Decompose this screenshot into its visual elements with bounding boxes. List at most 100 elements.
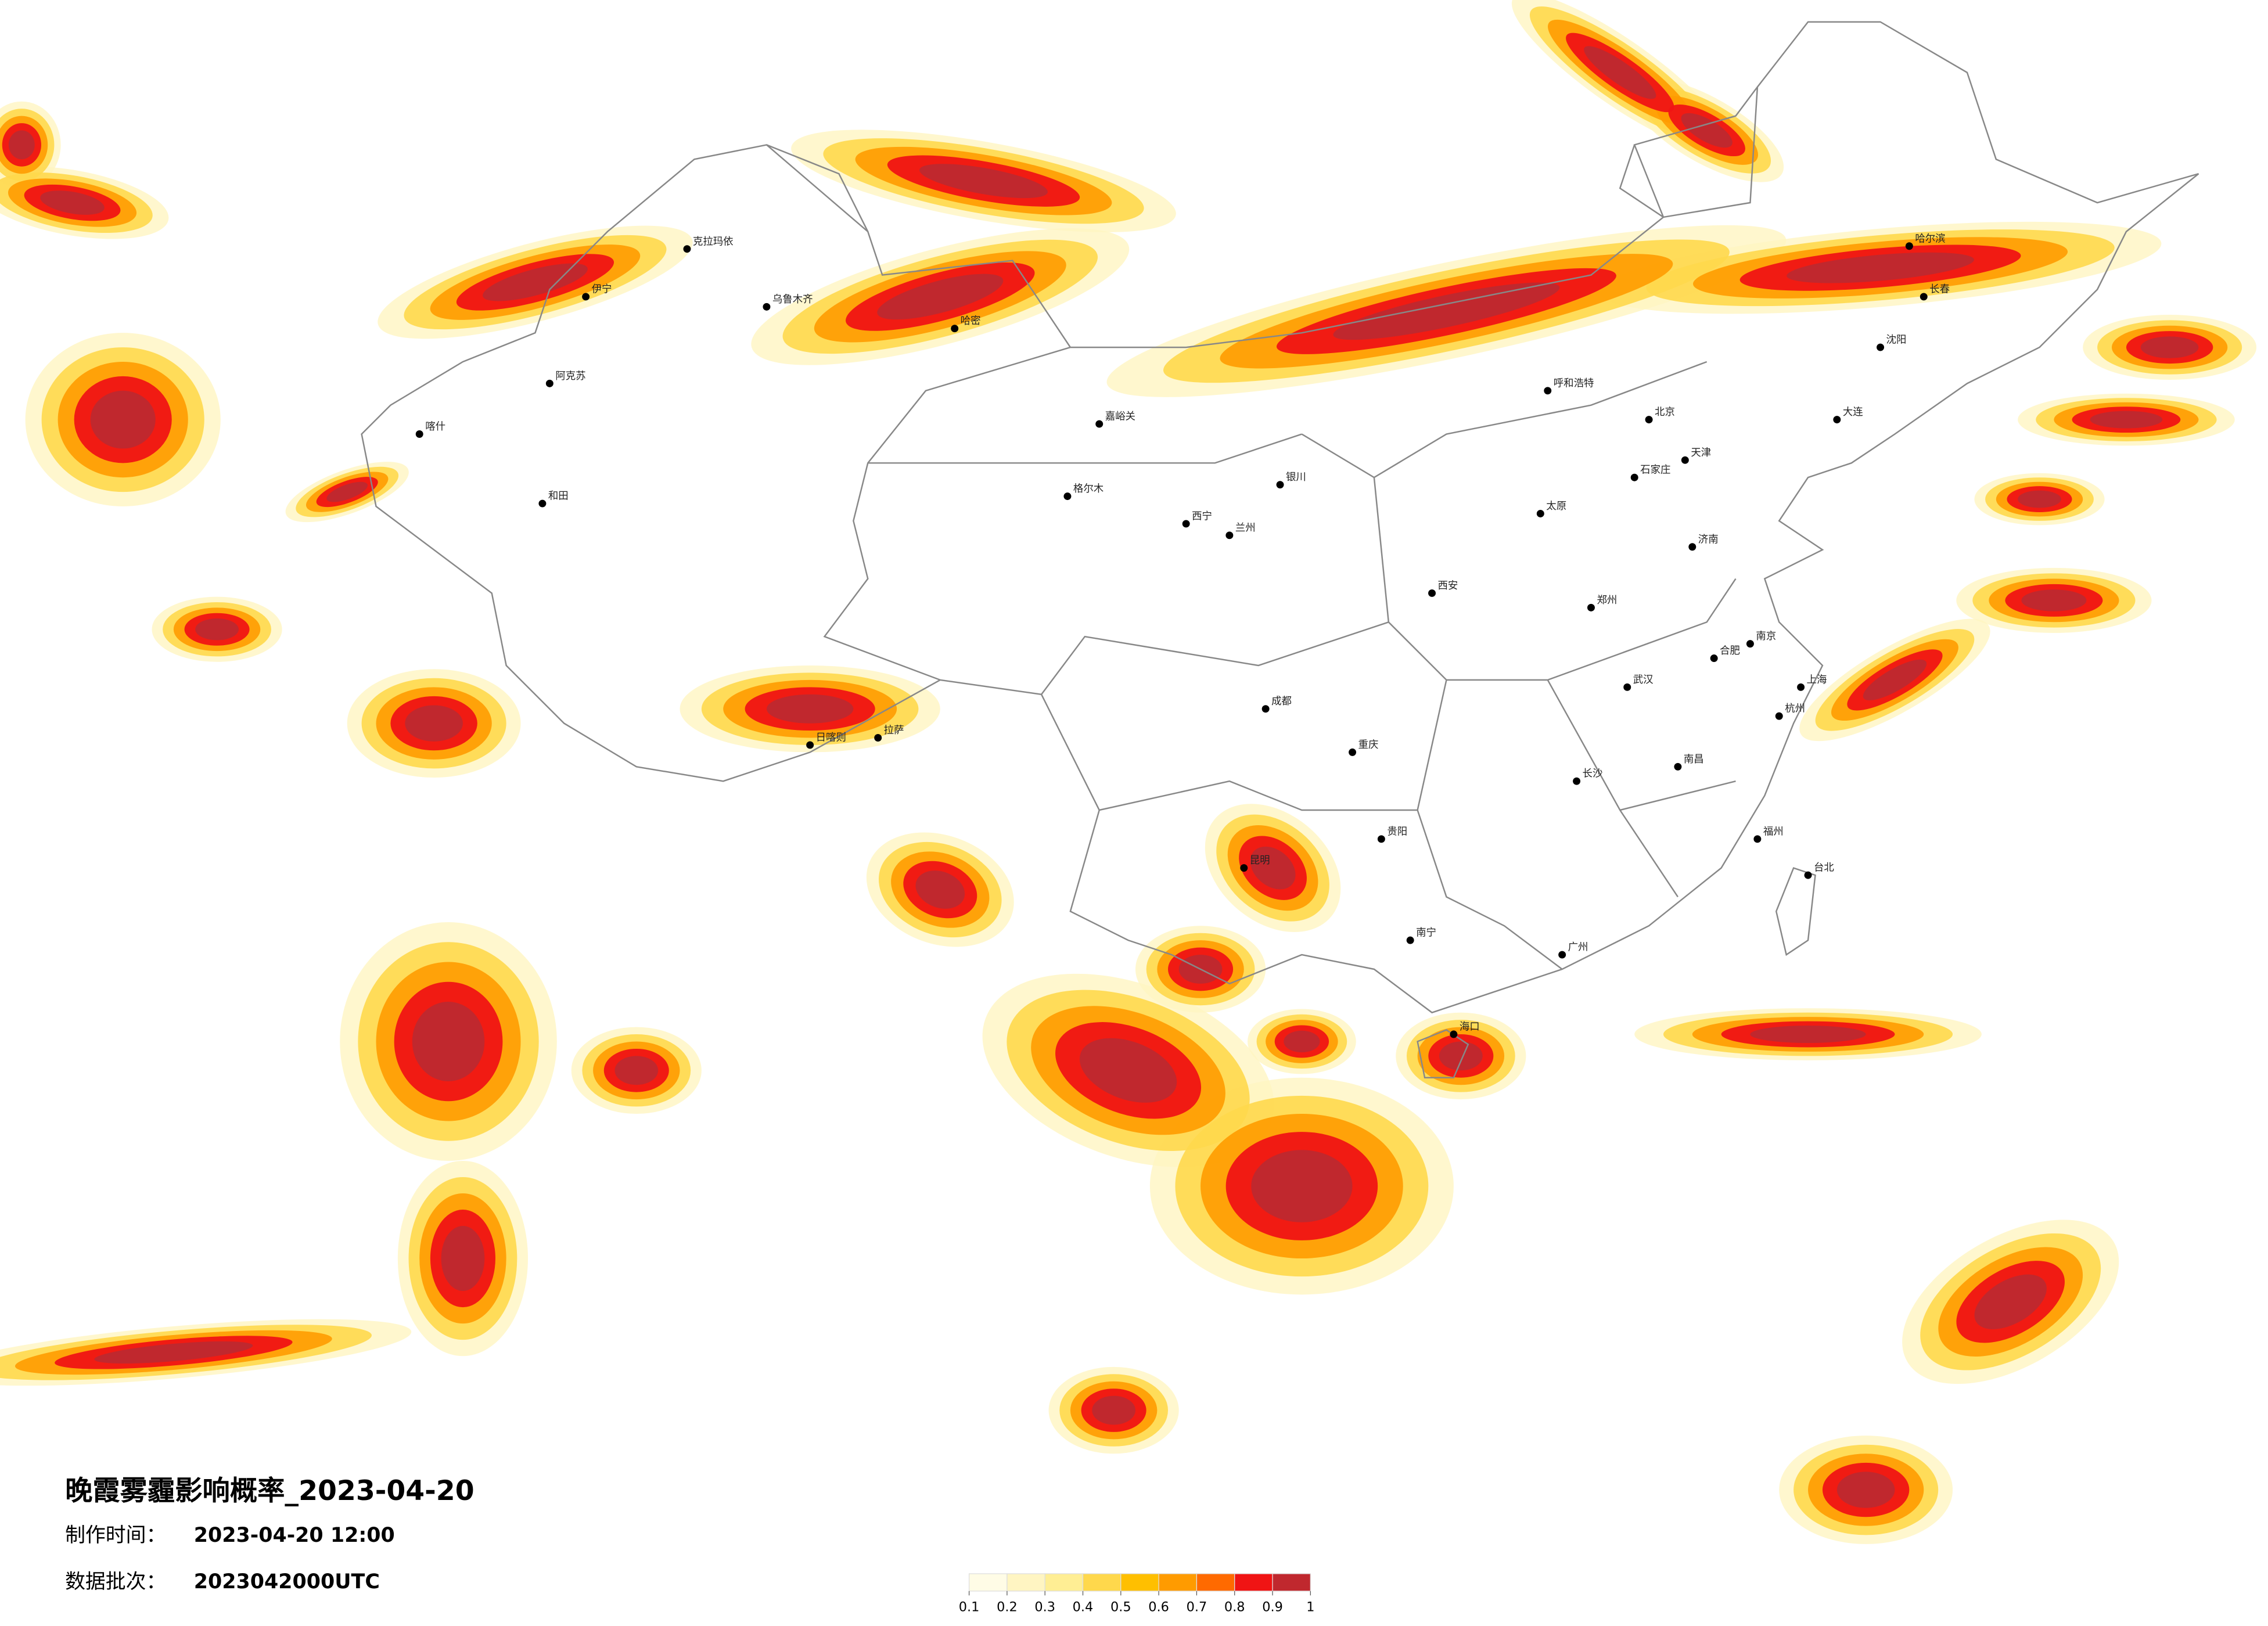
made-time-value: 2023-04-20 12:00	[194, 1524, 395, 1547]
city-label: 和田	[548, 491, 569, 502]
city-label: 沈阳	[1886, 334, 1907, 346]
city-label: 喀什	[425, 421, 445, 433]
haze-area	[877, 274, 1004, 320]
colorbar-tick-label: 0.5	[1110, 1600, 1131, 1615]
city-label: 格尔木	[1073, 483, 1104, 495]
city-dot	[582, 293, 590, 301]
city-dot	[1920, 293, 1928, 301]
city-dot	[1349, 748, 1357, 756]
colorbar-tick-label: 0.1	[959, 1600, 980, 1615]
haze-area	[405, 705, 463, 742]
city-label: 石家庄	[1640, 465, 1670, 476]
colorbar-tick-label: 0.8	[1224, 1600, 1245, 1615]
hainan-outline	[1417, 1029, 1469, 1078]
city-dot	[1225, 531, 1234, 539]
colorbar-box	[1082, 1573, 1122, 1592]
city-dot	[1877, 343, 1885, 351]
city-dot	[1833, 416, 1841, 424]
city-dot	[1558, 951, 1566, 959]
haze-area	[1750, 1026, 1866, 1043]
haze-area	[94, 1341, 253, 1364]
city-label: 乌鲁木齐	[772, 294, 813, 305]
city-label: 海口	[1460, 1021, 1480, 1033]
city-label: 天津	[1691, 447, 1711, 459]
city-dot	[1587, 603, 1595, 611]
map-title: 晚霞雾霾影响概率_2023-04-20	[65, 1475, 475, 1507]
taiwan-outline	[1775, 867, 1816, 956]
haze-area	[1333, 282, 1560, 340]
batch-value: 2023042000UTC	[194, 1570, 380, 1593]
city-label: 日喀则	[816, 732, 846, 743]
city-dot	[1536, 510, 1544, 517]
colorbar-box	[1158, 1573, 1198, 1592]
city-dot	[545, 379, 553, 387]
haze-area	[2018, 490, 2061, 508]
city-label: 太原	[1546, 501, 1566, 512]
haze-area	[915, 870, 965, 909]
city-dot	[1406, 936, 1414, 944]
city-dot	[1797, 683, 1805, 691]
city-label: 克拉玛依	[693, 236, 734, 247]
city-label: 福州	[1763, 826, 1784, 837]
haze-area	[8, 130, 35, 160]
haze-area	[1787, 252, 1974, 283]
haze-area	[40, 190, 105, 215]
haze-area	[919, 164, 1048, 199]
colorbar-tick-label: 0.2	[997, 1600, 1018, 1615]
batch-label: 数据批次：	[65, 1570, 166, 1593]
city-dot	[1645, 416, 1653, 424]
city-dot	[683, 245, 691, 253]
haze-area	[1863, 659, 1927, 700]
colorbar-tick-label: 0.6	[1148, 1600, 1169, 1615]
colorbar-box	[1196, 1573, 1235, 1592]
city-label: 广州	[1568, 942, 1588, 954]
city-dot	[1681, 456, 1689, 464]
city-label: 济南	[1698, 534, 1719, 545]
city-label: 南昌	[1684, 754, 1704, 765]
haze-area	[1250, 846, 1296, 890]
colorbar-box	[1007, 1573, 1045, 1592]
city-dot	[1804, 871, 1812, 879]
haze-area	[2140, 336, 2199, 358]
city-label: 昆明	[1250, 855, 1270, 866]
made-time-label: 制作时间：	[65, 1524, 166, 1547]
haze-area	[90, 390, 156, 449]
colorbar-box	[1234, 1573, 1273, 1592]
city-dot	[1674, 762, 1682, 771]
haze-area	[1079, 1038, 1177, 1103]
city-dot	[1261, 705, 1270, 713]
city-label: 南宁	[1416, 927, 1436, 939]
city-label: 呼和浩特	[1554, 377, 1594, 389]
haze-area	[412, 1002, 485, 1081]
colorbar-tick-label: 0.4	[1073, 1600, 1094, 1615]
haze-area	[2090, 411, 2163, 429]
city-label: 武汉	[1633, 674, 1654, 686]
city-dot	[1276, 481, 1284, 489]
city-label: 哈密	[961, 315, 981, 327]
city-dot	[1377, 835, 1385, 843]
city-dot	[951, 325, 959, 333]
city-label: 长春	[1929, 283, 1950, 295]
city-label: 南京	[1756, 631, 1776, 642]
city-label: 合肥	[1720, 645, 1740, 657]
city-label: 银川	[1286, 472, 1306, 483]
city-label: 台北	[1814, 862, 1834, 874]
haze-area	[2021, 589, 2087, 611]
city-label: 上海	[1807, 674, 1827, 686]
city-dot	[415, 430, 423, 438]
city-dot	[538, 499, 547, 508]
haze-area	[1584, 46, 1656, 99]
city-label: 西宁	[1192, 510, 1212, 522]
city-dot	[1630, 473, 1638, 481]
city-dot	[1710, 654, 1718, 662]
city-dot	[1623, 683, 1631, 691]
city-dot	[1428, 589, 1436, 597]
haze-area	[326, 481, 368, 502]
haze-layer	[0, 0, 2257, 1544]
haze-area	[195, 618, 239, 641]
neighbor-border	[766, 87, 1759, 970]
city-label: 长沙	[1583, 768, 1603, 780]
city-dot	[1450, 1030, 1458, 1038]
